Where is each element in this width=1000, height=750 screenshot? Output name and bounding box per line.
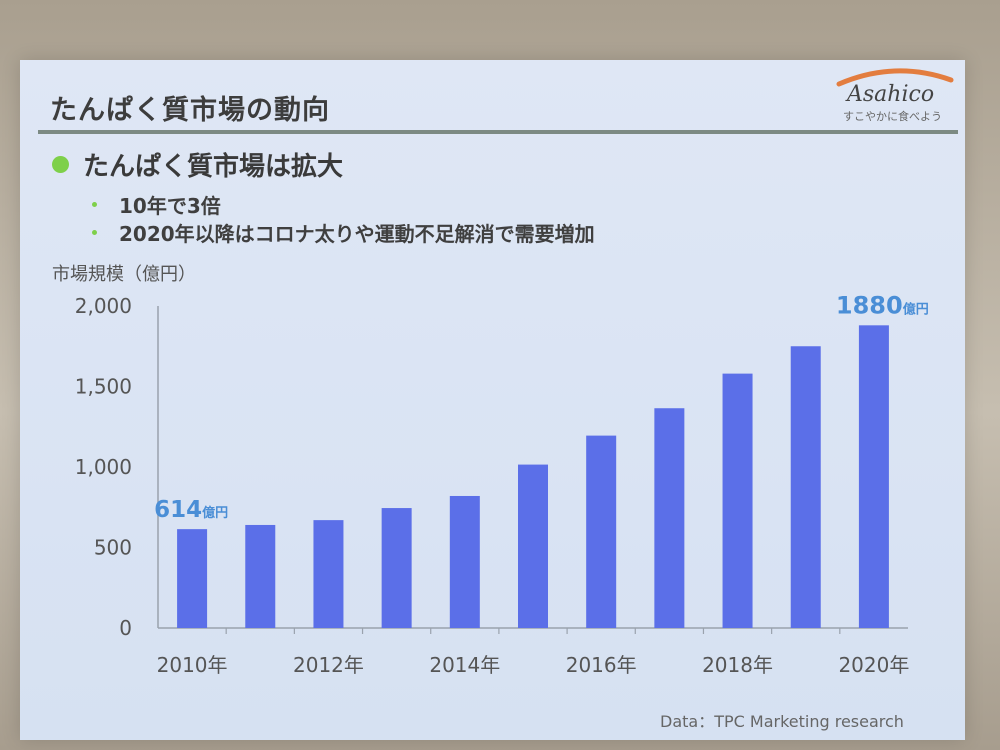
sub-bullet: 2020年以降はコロナ太りや運動不足解消で需要増加 — [92, 218, 595, 247]
bar — [177, 529, 208, 628]
x-tick-label: 2020年 — [838, 653, 909, 677]
bar — [790, 346, 821, 628]
x-tick-label: 2012年 — [293, 653, 364, 677]
y-tick-label: 500 — [94, 536, 132, 560]
y-tick-label: 0 — [119, 616, 132, 640]
brand-logo: Asahico すこやかに食べよう — [835, 62, 955, 126]
y-tick-label: 1,000 — [75, 455, 132, 479]
x-tick-label: 2016年 — [566, 653, 637, 677]
sub-bullet: 10年で3倍 — [92, 190, 221, 219]
data-source: Data：TPC Marketing research — [660, 712, 904, 731]
main-bullet: たんぱく質市場は拡大 — [52, 146, 343, 183]
main-bullet-text: たんぱく質市場は拡大 — [83, 152, 344, 182]
sub-bullet-dot-icon — [92, 202, 97, 207]
bar — [449, 495, 480, 628]
y-axis-label: 市場規模（億円） — [52, 264, 196, 285]
sub-bullet-text: 10年で3倍 — [119, 194, 221, 218]
slide-title: たんぱく質市場の動向 — [50, 95, 330, 126]
bar — [518, 464, 548, 628]
bar — [654, 408, 685, 628]
bar-chart: 市場規模（億円） 0 500 1,000 1,500 2,000 2010年 2012年 201… — [52, 264, 929, 677]
bar — [858, 325, 889, 628]
title-divider — [38, 130, 958, 134]
bar — [313, 520, 344, 628]
bar — [245, 524, 276, 628]
logo-tagline: すこやかに食べよう — [843, 110, 942, 123]
y-tick-label: 2,000 — [75, 294, 132, 318]
sub-bullet-text: 2020年以降はコロナ太りや運動不足解消で需要増加 — [119, 222, 595, 246]
logo-text: Asahico — [847, 82, 935, 107]
bar — [722, 373, 753, 628]
y-tick-label: 1,500 — [75, 375, 132, 399]
bar — [586, 435, 617, 628]
slide: たんぱく質市場の動向 Asahico すこやかに食べよう たんぱく質市場は拡大 … — [20, 60, 965, 740]
logo-arc-icon — [836, 68, 954, 87]
data-label: 614億円 — [154, 497, 228, 523]
x-tick-label: 2018年 — [702, 653, 773, 677]
bullet-dot-icon — [52, 156, 69, 173]
data-label: 1880億円 — [836, 291, 929, 319]
x-tick-label: 2010年 — [157, 653, 228, 677]
x-tick-label: 2014年 — [429, 653, 500, 677]
sub-bullet-dot-icon — [92, 230, 97, 235]
bar — [381, 508, 412, 628]
